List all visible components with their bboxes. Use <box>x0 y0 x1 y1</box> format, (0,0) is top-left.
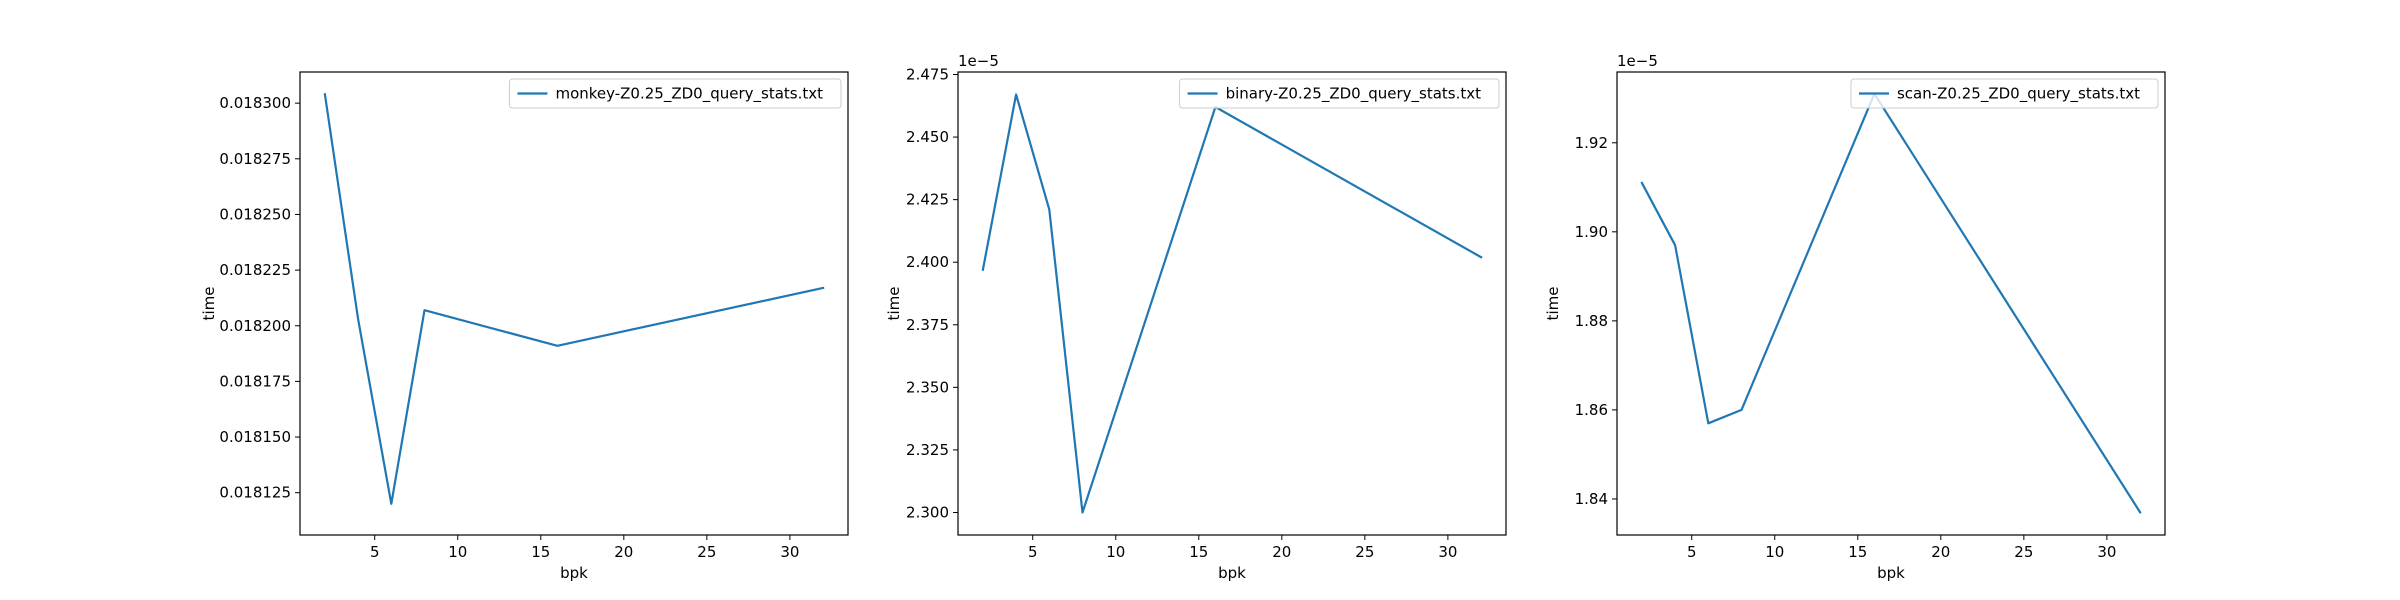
chart-panel-3: 5 10 15 20 25 30 1.84 1.86 1.88 1.90 1.92 bpk time 1e… <box>1544 52 2166 582</box>
x-tick-label: 30 <box>780 543 799 561</box>
legend-box <box>1850 78 2159 109</box>
y-tick-label: 2.350 <box>906 378 949 396</box>
chart-panel-1: 5 10 15 20 25 30 0.018125 0.018150 0.018175 0.018… <box>200 71 849 582</box>
y-tick-label: 2.325 <box>906 441 949 459</box>
y-tick-label: 1.84 <box>1575 490 1608 508</box>
y-tick-label: 2.300 <box>906 503 949 521</box>
axes-frame <box>957 71 1507 536</box>
y-tick-label: 2.400 <box>906 253 949 271</box>
y-axis-label: time <box>1544 287 1562 321</box>
x-tick-label: 20 <box>1931 543 1950 561</box>
y-axis-label: time <box>885 287 903 321</box>
x-tick-label: 30 <box>2097 543 2116 561</box>
y-tick-label: 0.018175 <box>219 372 291 390</box>
y-tick-label: 0.018200 <box>219 317 291 335</box>
x-tick-label: 15 <box>531 543 550 561</box>
y-tick-label: 2.475 <box>906 66 949 84</box>
x-tick-label: 20 <box>1272 543 1291 561</box>
series-line <box>981 93 1483 514</box>
x-tick-label: 25 <box>2014 543 2033 561</box>
series-line <box>323 93 825 505</box>
x-axis-label: bpk <box>1218 564 1246 582</box>
y-tick-label: 0.018225 <box>219 261 291 279</box>
y-tick-label: 0.018125 <box>219 484 291 502</box>
y-tick-label: 0.018250 <box>219 205 291 223</box>
x-tick-label: 15 <box>1189 543 1208 561</box>
legend: scan-Z0.25_ZD0_query_stats.txt <box>1850 78 2159 109</box>
legend-label: monkey-Z0.25_ZD0_query_stats.txt <box>555 85 823 104</box>
y-tick-label: 2.425 <box>906 191 949 209</box>
x-tick-label: 15 <box>1848 543 1867 561</box>
x-tick-label: 10 <box>1106 543 1125 561</box>
legend: binary-Z0.25_ZD0_query_stats.txt <box>1179 78 1500 109</box>
x-tick-label: 20 <box>614 543 633 561</box>
y-tick-label: 0.018275 <box>219 150 291 168</box>
legend-box <box>508 78 842 109</box>
y-tick-label: 1.90 <box>1575 223 1608 241</box>
y-tick-label: 2.375 <box>906 316 949 334</box>
y-tick-label: 1.86 <box>1575 401 1608 419</box>
x-tick-label: 5 <box>1028 543 1038 561</box>
x-tick-label: 10 <box>1765 543 1784 561</box>
x-tick-label: 5 <box>370 543 380 561</box>
x-axis-label: bpk <box>1877 564 1905 582</box>
series-line <box>1640 92 2142 514</box>
y-tick-label: 0.018150 <box>219 428 291 446</box>
offset-label: 1e−5 <box>958 52 999 70</box>
chart-panel-2: 5 10 15 20 25 30 2.300 2.325 2.350 2.375 2.400 2.42… <box>885 52 1507 582</box>
y-tick-label: 2.450 <box>906 128 949 146</box>
legend-box <box>1179 78 1500 109</box>
y-axis-label: time <box>200 287 218 321</box>
offset-label: 1e−5 <box>1617 52 1658 70</box>
axes-frame <box>1616 71 2166 536</box>
x-tick-label: 5 <box>1687 543 1697 561</box>
x-tick-label: 25 <box>1355 543 1374 561</box>
y-tick-label: 1.88 <box>1575 312 1608 330</box>
x-tick-label: 10 <box>448 543 467 561</box>
x-tick-label: 25 <box>697 543 716 561</box>
legend-label: scan-Z0.25_ZD0_query_stats.txt <box>1897 85 2140 104</box>
x-tick-label: 30 <box>1438 543 1457 561</box>
y-tick-label: 1.92 <box>1575 134 1608 152</box>
legend-label: binary-Z0.25_ZD0_query_stats.txt <box>1226 85 1482 104</box>
y-tick-label: 0.018300 <box>219 94 291 112</box>
x-axis-label: bpk <box>560 564 588 582</box>
axes-frame <box>299 71 849 536</box>
legend: monkey-Z0.25_ZD0_query_stats.txt <box>508 78 842 109</box>
